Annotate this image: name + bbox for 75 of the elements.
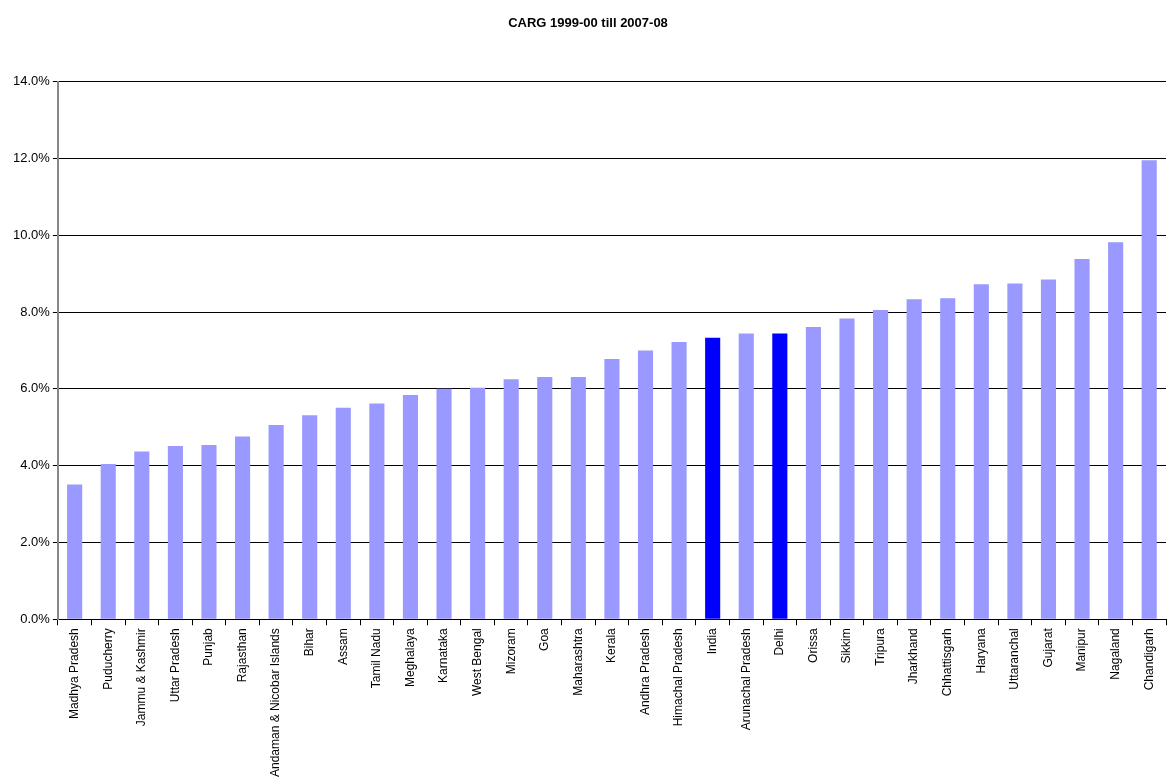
x-tick-label: Orissa: [805, 627, 820, 663]
bar: [705, 337, 721, 619]
x-tick-label: Goa: [537, 627, 552, 651]
bar: [335, 407, 351, 619]
bar: [604, 358, 620, 619]
x-tick-label: Kerala: [604, 627, 619, 663]
x-tick-label: Puducherry: [100, 628, 115, 690]
bar: [637, 350, 654, 619]
bar: [402, 394, 419, 619]
x-tick-label: Himachal Pradesh: [671, 628, 686, 727]
x-tick-label: Haryana: [973, 627, 988, 674]
bar: [1108, 242, 1124, 619]
bar: [134, 451, 150, 619]
y-tick-label: 10.0%: [12, 226, 51, 242]
x-tick-label: Andaman & Nicobar Islands: [268, 628, 283, 777]
x-tick-label: Andhra Pradesh: [637, 628, 652, 715]
x-tick-label: Rajasthan: [234, 628, 249, 683]
bar: [805, 327, 821, 619]
bar: [436, 388, 452, 619]
x-tick-label: West Bengal: [469, 628, 484, 697]
bar: [470, 387, 486, 619]
bar: [873, 310, 889, 619]
bar: [201, 444, 217, 619]
x-tick-label: Jharkhand: [906, 628, 921, 685]
x-tick-label: Tamil Nadu: [369, 628, 384, 689]
x-tick-label: Karnataka: [436, 627, 451, 683]
x-tick-label: Assam: [335, 628, 350, 665]
y-tick-label: 2.0%: [20, 534, 51, 550]
x-tick-label: Manipur: [1074, 628, 1089, 672]
bar: [738, 333, 754, 619]
bar: [235, 436, 251, 619]
x-tick-label: Mizoram: [503, 628, 518, 675]
x-tick-label: Jammu & Kashmir: [134, 628, 149, 727]
x-tick-label: Nagaland: [1107, 628, 1122, 680]
bar: [973, 284, 989, 619]
x-tick-label: India: [704, 627, 719, 655]
y-tick-label: 4.0%: [20, 457, 51, 473]
x-tick-label: Uttar Pradesh: [167, 628, 182, 703]
y-tick-label: 12.0%: [12, 149, 51, 165]
y-tick-label: 6.0%: [20, 380, 51, 396]
bar: [940, 298, 956, 619]
bar: [906, 299, 922, 619]
bar: [1007, 283, 1023, 619]
y-tick-label: 8.0%: [20, 303, 51, 319]
bar: [1141, 160, 1157, 619]
bar: [671, 341, 687, 619]
bar: [772, 333, 788, 619]
bar: [67, 484, 83, 619]
bar: [1074, 259, 1090, 619]
bar: [570, 376, 586, 619]
x-tick-label: Meghalaya: [402, 627, 417, 687]
chart-title: CARG 1999-00 till 2007-08: [508, 15, 668, 31]
bar: [302, 415, 318, 619]
x-tick-label: Chhattisgarh: [940, 628, 955, 697]
y-tick-label: 0.0%: [20, 610, 51, 626]
x-tick-label: Sikkim: [839, 628, 854, 664]
bar: [100, 464, 116, 619]
bar: [369, 403, 385, 619]
bar: [537, 376, 553, 619]
x-tick-label: Gujarat: [1040, 627, 1055, 668]
x-tick-label: Madhya Pradesh: [66, 628, 81, 719]
x-tick-label: Maharashtra: [570, 627, 585, 696]
x-tick-label: Uttaranchal: [1007, 628, 1022, 690]
bar: [167, 446, 183, 619]
x-tick-label: Arunachal Pradesh: [738, 628, 753, 731]
y-tick-label: 14.0%: [12, 73, 51, 89]
x-tick-label: Bihar: [302, 628, 317, 657]
x-tick-label: Chandigarh: [1141, 628, 1156, 691]
bar: [503, 379, 519, 619]
bar: [839, 318, 855, 619]
bar: [1040, 279, 1057, 619]
x-tick-label: Punjab: [201, 627, 216, 666]
x-tick-label: Tripura: [872, 627, 887, 666]
x-tick-label: Delhi: [772, 628, 787, 656]
bar: [268, 424, 284, 619]
